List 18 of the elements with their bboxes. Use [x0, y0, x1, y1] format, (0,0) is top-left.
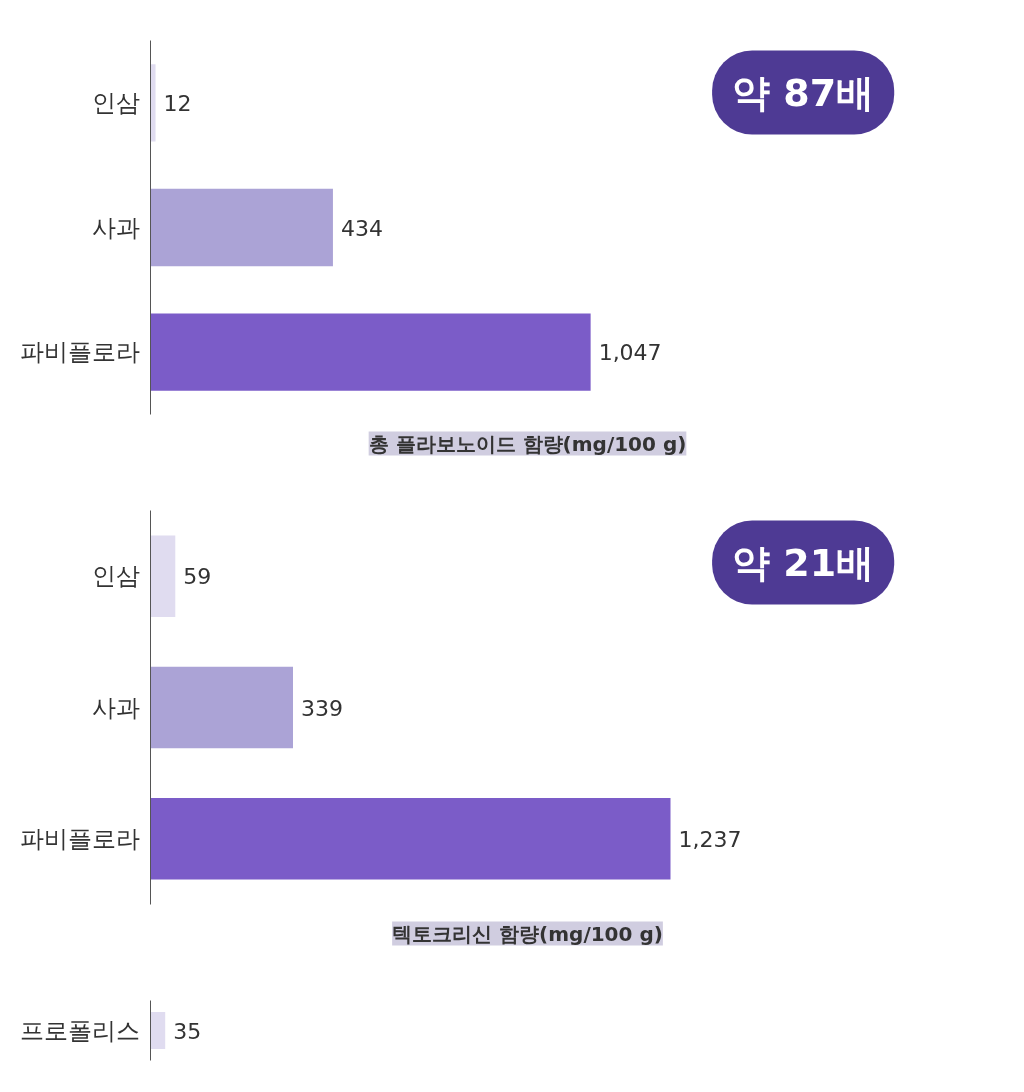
y-tick-label: 파비플로라 — [19, 338, 140, 367]
y-tick-label: 사과 — [91, 213, 140, 242]
y-tick-label: 인삼 — [91, 88, 140, 117]
y-tick-label: 프로폴리스 — [19, 1016, 140, 1045]
data-label: 339 — [301, 695, 344, 721]
data-label: 434 — [340, 215, 383, 241]
x-axis-title: 텍토크리신 함량(mg/100 g) — [392, 921, 663, 946]
data-label: 1,237 — [678, 826, 742, 852]
data-label: 59 — [183, 564, 212, 590]
y-tick-label: 인삼 — [91, 562, 140, 591]
y-tick-label: 사과 — [91, 693, 140, 722]
x-axis-title: 총 플라보노이드 함량(mg/100 g) — [368, 431, 687, 456]
data-label: 35 — [173, 1018, 202, 1044]
y-tick-label: 파비플로라 — [19, 824, 140, 853]
text: 약 21배 — [732, 540, 875, 585]
data-label: 1,047 — [598, 340, 662, 366]
text: 약 87배 — [732, 70, 875, 115]
data-label: 12 — [163, 90, 192, 116]
